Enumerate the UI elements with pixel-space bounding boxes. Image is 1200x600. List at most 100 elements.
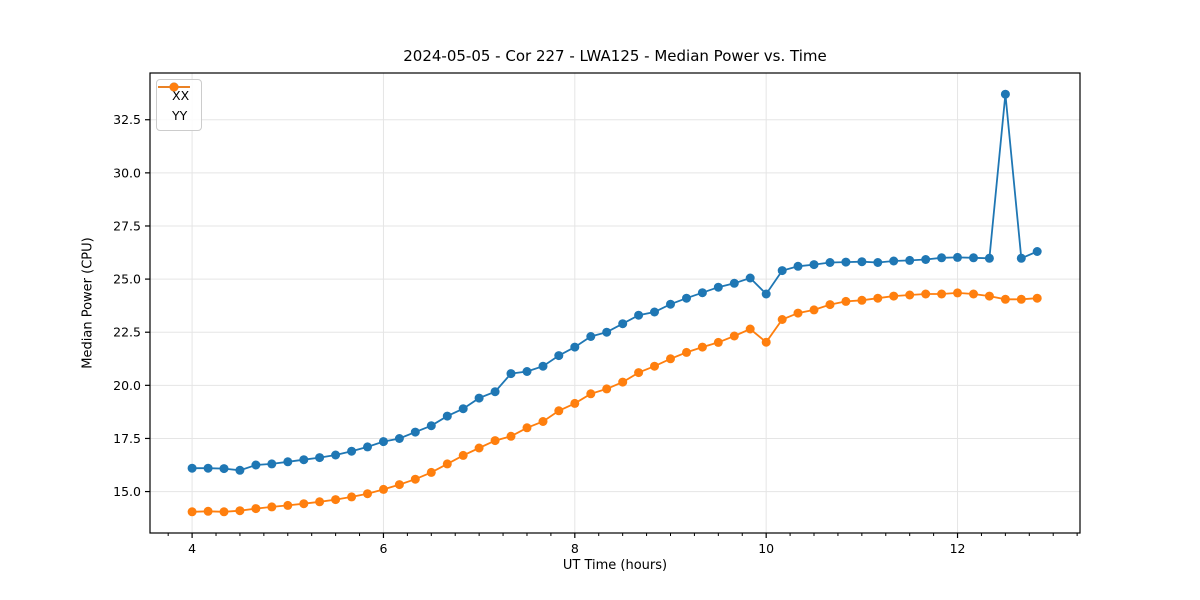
tick-marks	[145, 119, 1078, 538]
series-YY-marker	[554, 406, 564, 416]
y-tick-label: 17.5	[113, 431, 141, 446]
x-tick-label: 8	[571, 541, 579, 556]
series-YY-marker	[682, 347, 691, 357]
y-tick-label: 25.0	[113, 272, 141, 287]
series-YY-marker	[538, 417, 548, 426]
series-YY-marker	[984, 291, 994, 301]
tick-labels: 4 6 8 10 12 15.0 17.5 20.0 22.5 25.0 27.5 30.0 32.5	[113, 112, 965, 556]
series-YY-marker	[331, 495, 341, 505]
series-YY-marker	[283, 500, 293, 510]
series-XX-marker	[984, 253, 994, 263]
series-YY-marker	[618, 377, 628, 387]
series-XX-marker	[570, 342, 580, 352]
y-tick-label: 30.0	[113, 165, 141, 180]
series-YY-marker	[474, 443, 484, 453]
legend-label-XX: XX	[172, 87, 190, 103]
series-YY-marker	[634, 368, 644, 378]
series-YY-marker	[219, 507, 229, 517]
series-YY-marker	[953, 288, 962, 298]
series-YY-marker	[490, 436, 500, 446]
axes	[149, 72, 1081, 534]
series-YY-marker	[602, 384, 612, 394]
series-YY-marker	[666, 354, 675, 364]
x-axis-label: UT Time (hours)	[562, 558, 668, 573]
series-XX-marker	[905, 255, 915, 265]
series-YY-marker	[745, 324, 755, 334]
series-XX-marker	[379, 437, 388, 447]
legend-label-YY: YY	[172, 107, 188, 123]
series-YY-marker	[251, 504, 261, 514]
y-tick-label: 15.0	[113, 484, 141, 499]
plot-border	[149, 72, 1081, 534]
series-XX-marker	[187, 463, 197, 473]
series-XX-marker	[1032, 247, 1042, 256]
series-XX-marker	[331, 450, 341, 460]
series-XX	[187, 89, 1042, 475]
series-XX-marker	[761, 289, 771, 299]
series-YY-marker	[586, 389, 596, 399]
series-YY-marker	[1000, 294, 1010, 304]
series-YY-marker	[825, 300, 835, 310]
series-YY-marker	[873, 293, 883, 303]
series-XX-marker	[522, 367, 532, 376]
series-YY-marker	[267, 502, 277, 512]
series-XX-marker	[490, 387, 500, 397]
series-YY-marker	[777, 315, 787, 324]
legend-marker-YY	[158, 82, 190, 92]
x-tick-label: 4	[188, 541, 196, 556]
series-XX-marker	[777, 266, 787, 276]
series-YY-marker	[235, 506, 245, 516]
legend-item-YY: YY	[158, 82, 190, 125]
series-XX-marker	[745, 273, 755, 283]
x-tick-label: 6	[379, 541, 387, 556]
series-YY-marker	[809, 305, 819, 315]
series-XX-marker	[426, 421, 436, 431]
series-YY-marker	[793, 308, 803, 318]
y-tick-label: 27.5	[113, 218, 141, 233]
series-XX-marker	[602, 327, 612, 337]
series-XX-marker	[283, 457, 293, 467]
series-XX-marker	[203, 463, 213, 473]
series-XX-marker	[618, 319, 628, 329]
series-XX-marker	[713, 282, 723, 292]
series-YY-marker	[570, 398, 580, 408]
series-YY-marker	[729, 331, 739, 341]
series-XX-marker	[235, 465, 245, 475]
series-YY-marker	[1032, 293, 1042, 303]
series-YY-marker	[937, 289, 947, 299]
series-XX-marker	[506, 369, 516, 379]
chart-title: 2024-05-05 - Cor 227 - LWA125 - Median P…	[403, 47, 827, 65]
series-XX-marker	[458, 404, 468, 414]
series-YY-marker	[363, 489, 372, 499]
series-YY-marker	[315, 497, 325, 507]
x-tick-label: 10	[758, 541, 774, 556]
series-XX-marker	[650, 307, 659, 317]
series-XX-marker	[793, 261, 803, 271]
series-XX-marker	[809, 260, 819, 270]
series-XX-marker	[347, 446, 357, 456]
series-XX-marker	[857, 257, 867, 267]
series-YY-marker	[522, 423, 532, 433]
series-YY-marker	[857, 295, 867, 305]
series-XX-marker	[315, 453, 325, 463]
series-YY-marker	[921, 289, 931, 299]
series-YY-marker	[394, 480, 404, 490]
y-tick-label: 32.5	[113, 112, 141, 127]
series-YY-marker	[713, 337, 723, 347]
series-YY-marker	[426, 467, 436, 477]
y-tick-label: 20.0	[113, 378, 141, 393]
series-XX-marker	[442, 411, 452, 421]
series-YY-marker	[506, 431, 516, 441]
series-YY-marker	[905, 290, 915, 300]
series-YY-marker	[379, 484, 388, 494]
series-XX-marker	[697, 288, 707, 298]
series-XX-marker	[921, 255, 931, 264]
series-XX-marker	[267, 459, 277, 469]
series-YY-marker	[203, 506, 213, 516]
series-XX-marker	[841, 257, 851, 267]
series-XX-marker	[394, 434, 404, 443]
series-XX-marker	[937, 253, 947, 263]
series-XX-marker	[363, 442, 372, 452]
series-XX-marker	[953, 252, 962, 262]
data-series	[187, 89, 1042, 517]
